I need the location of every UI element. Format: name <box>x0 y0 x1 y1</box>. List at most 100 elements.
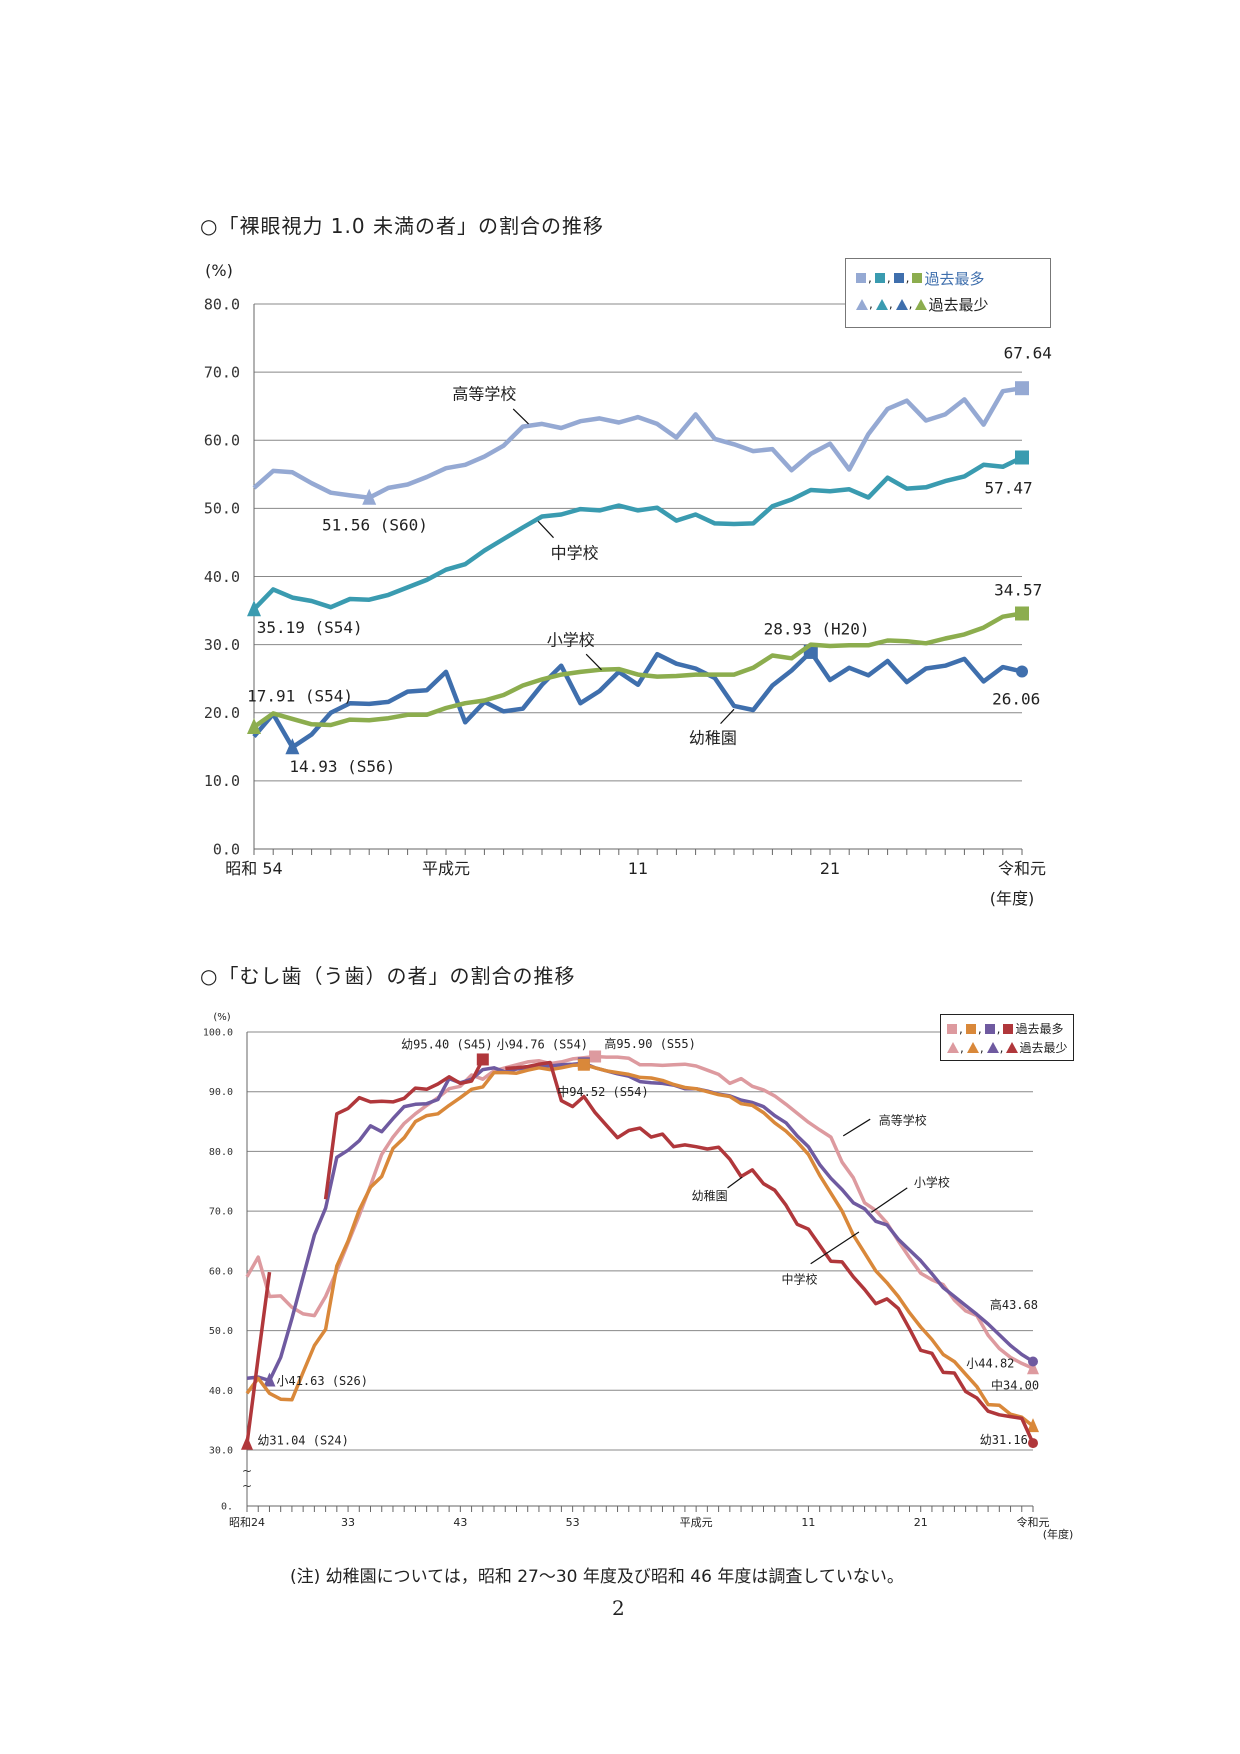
separator: , <box>905 271 910 285</box>
legend-square-icon <box>1003 1023 1014 1034</box>
separator: , <box>979 1040 984 1055</box>
max-marker-square <box>589 1050 602 1063</box>
data-label: 57.47 <box>984 479 1032 498</box>
x-tick-label: 令和元 <box>998 859 1046 878</box>
legend-max-row: , , , 過去最多 <box>856 265 1040 291</box>
data-label: 高等学校 <box>879 1113 927 1128</box>
x-tick-label: 21 <box>914 1516 928 1529</box>
x-tick-label: 昭和 54 <box>225 859 282 878</box>
min-marker-triangle <box>241 1435 253 1450</box>
x-tick-label: 33 <box>341 1516 355 1529</box>
legend-triangle-icon <box>856 298 868 310</box>
chart1-title: ○「裸眼視力 1.0 未満の者」の割合の推移 <box>200 214 604 238</box>
separator: , <box>908 297 913 311</box>
y-tick-label: 50.0 <box>209 1326 233 1337</box>
x-tick-label: 11 <box>628 859 648 878</box>
legend-square-icon <box>984 1023 995 1034</box>
y-tick-label: 60.0 <box>209 1266 233 1277</box>
legend-square-icon <box>912 273 923 283</box>
legend-triangle-icon <box>947 1042 959 1053</box>
legend-min-label: 過去最少 <box>928 295 989 314</box>
data-label: 中学校 <box>781 1271 817 1286</box>
chart2-legend: , , , 過去最多 , , , 過去最少 <box>940 1014 1074 1061</box>
data-label: 67.64 <box>1004 344 1052 363</box>
max-marker-square <box>476 1053 489 1066</box>
y-tick-label: 80.0 <box>209 1147 233 1158</box>
data-label: 34.57 <box>994 581 1042 600</box>
legend-max-label: 過去最多 <box>1015 1022 1064 1036</box>
max-marker-square <box>1015 606 1029 621</box>
data-label: 幼31.04 (S24) <box>257 1434 348 1448</box>
series-line-中学校 <box>252 455 1023 611</box>
end-marker-dot <box>1028 1438 1038 1449</box>
series-line-小学校 <box>252 649 1023 750</box>
x-tick-label: 21 <box>820 859 840 878</box>
footnote: (注) 幼稚園については，昭和 27～30 年度及び昭和 46 年度は調査してい… <box>290 1567 904 1587</box>
legend-triangle-icon <box>1006 1042 1019 1053</box>
legend-triangle-icon <box>895 298 908 310</box>
data-label: 高43.68 <box>990 1297 1038 1312</box>
min-marker-triangle <box>285 738 300 755</box>
data-label: 28.93 (H20) <box>764 620 870 639</box>
series-line-幼稚園 <box>252 611 1023 729</box>
series-line-幼稚園 <box>323 1058 485 1200</box>
x-tick-label: 平成元 <box>422 859 470 878</box>
data-label: 幼95.40 (S45) <box>401 1038 492 1052</box>
data-label: 小41.63 (S26) <box>276 1374 367 1388</box>
separator: , <box>999 1040 1004 1055</box>
chart1-legend: , , , 過去最多 , , , 過去最少 <box>845 258 1051 328</box>
data-label: 小44.82 <box>966 1357 1014 1371</box>
leader-line <box>512 408 529 425</box>
min-marker-triangle <box>263 1372 276 1387</box>
series-line-高等学校 <box>245 1054 1034 1370</box>
legend-max-label: 過去最多 <box>924 269 985 288</box>
series-line-幼稚園 <box>505 1060 1035 1444</box>
legend-square-icon <box>893 273 904 283</box>
series-line-幼稚園 <box>245 1271 272 1445</box>
legend-min-row: , , , 過去最少 <box>947 1038 1068 1057</box>
y-tick-label: 50.0 <box>204 500 240 518</box>
data-label: 幼稚園 <box>692 1189 728 1203</box>
data-label: 小学校 <box>547 630 595 649</box>
y-tick-label: 90.0 <box>209 1087 233 1098</box>
leader-line <box>720 708 735 725</box>
data-label: 小学校 <box>914 1175 950 1190</box>
y-axis-title: (%) <box>213 1012 230 1023</box>
data-label: 中34.00 <box>991 1378 1039 1393</box>
data-label: 17.91 (S54) <box>247 686 353 705</box>
min-marker-triangle <box>247 600 261 617</box>
y-tick-label: 0. <box>221 1502 233 1513</box>
data-label: 高等学校 <box>452 385 516 404</box>
legend-triangle-icon <box>875 298 888 310</box>
leader-line <box>870 1187 908 1213</box>
data-label: 幼稚園 <box>689 729 737 748</box>
leader-line <box>537 520 554 539</box>
data-label: 26.06 <box>992 690 1040 709</box>
min-marker-triangle <box>362 488 377 505</box>
y-tick-label: 80.0 <box>204 295 240 313</box>
separator: , <box>977 1021 982 1036</box>
series-line-高等学校 <box>252 385 1023 500</box>
data-label: 小94.76 (S54) <box>497 1038 588 1052</box>
max-marker-square <box>1015 381 1029 396</box>
leader-line <box>727 1176 743 1189</box>
legend-square-icon <box>856 273 866 283</box>
separator: , <box>996 1021 1001 1036</box>
legend-min-row: , , , 過去最少 <box>856 291 1040 317</box>
min-marker-triangle <box>1027 1360 1039 1375</box>
y-tick-label: 60.0 <box>204 432 240 450</box>
x-tick-label: 昭和24 <box>229 1516 265 1529</box>
leader-line <box>810 1231 860 1265</box>
x-axis-title: (年度) <box>1043 1527 1074 1541</box>
y-tick-label: 20.0 <box>204 704 240 722</box>
leader-line <box>585 653 602 671</box>
min-marker-triangle <box>247 717 261 734</box>
y-tick-label: 10.0 <box>204 772 240 790</box>
min-marker-triangle <box>1027 1418 1039 1433</box>
data-label: 35.19 (S54) <box>257 618 363 637</box>
data-label: 幼31.16 <box>980 1433 1028 1447</box>
data-label: 51.56 (S60) <box>322 515 428 534</box>
